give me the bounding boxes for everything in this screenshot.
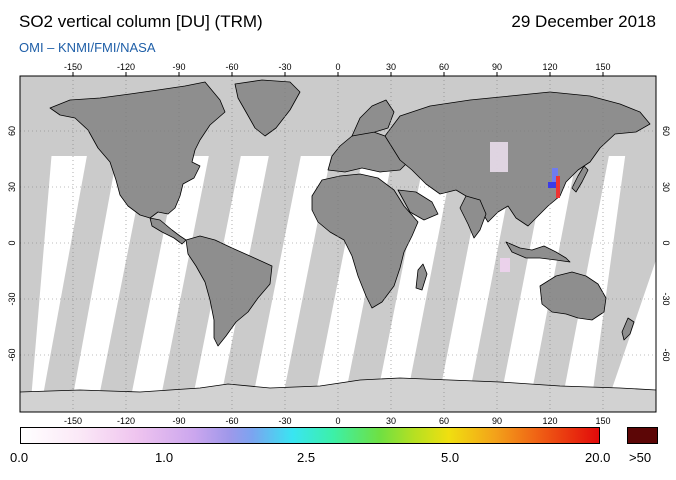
data-credit: OMI – KNMI/FMI/NASA — [19, 40, 156, 55]
japan — [571, 165, 589, 193]
colorbar-label: 1.0 — [155, 450, 174, 465]
lon-label-bottom: -60 — [225, 416, 238, 426]
lat-label-right: 0 — [661, 240, 671, 245]
colorbar-label: 0.0 — [10, 450, 29, 465]
lon-label-top: 90 — [492, 62, 502, 72]
north-america — [49, 81, 226, 219]
lat-label-right: -60 — [661, 348, 671, 361]
lat-label-left: 0 — [7, 240, 17, 245]
lon-label-bottom: -90 — [172, 416, 185, 426]
colorbar-label: >50 — [629, 450, 652, 465]
colorbar-label: 20.0 — [585, 450, 611, 465]
lon-label-bottom: 150 — [595, 416, 610, 426]
asia — [384, 91, 651, 227]
lat-label-right: 60 — [661, 126, 671, 136]
madagascar — [415, 263, 428, 291]
lon-label-top: -60 — [225, 62, 238, 72]
lon-label-top: 0 — [335, 62, 340, 72]
colorbar-max-swatch — [627, 427, 658, 444]
new-zealand — [621, 317, 635, 341]
lon-label-bottom: -120 — [117, 416, 135, 426]
lon-label-top: 150 — [595, 62, 610, 72]
greenland — [234, 79, 301, 137]
lon-label-top: -150 — [64, 62, 82, 72]
lon-label-bottom: 30 — [386, 416, 396, 426]
lon-label-top: 120 — [542, 62, 557, 72]
lon-label-bottom: 60 — [439, 416, 449, 426]
so2-signals — [490, 142, 560, 272]
scandinavia — [351, 99, 395, 137]
lat-label-left: -60 — [7, 348, 17, 361]
lon-label-bottom: 120 — [542, 416, 557, 426]
lon-label-bottom: 0 — [335, 416, 340, 426]
australia — [539, 271, 607, 321]
central-america — [149, 217, 187, 245]
lon-label-top: 30 — [386, 62, 396, 72]
lon-label-top: -90 — [172, 62, 185, 72]
map-date: 29 December 2018 — [511, 12, 656, 31]
indonesia — [505, 241, 571, 263]
colorbar-label: 5.0 — [441, 450, 460, 465]
lon-label-top: -30 — [278, 62, 291, 72]
antarctica — [20, 377, 656, 412]
map-title: SO2 vertical column [DU] (TRM) — [19, 12, 263, 31]
lon-label-bottom: 90 — [492, 416, 502, 426]
lon-label-top: 60 — [439, 62, 449, 72]
india — [459, 195, 487, 239]
lat-label-left: 30 — [7, 182, 17, 192]
lon-label-top: -120 — [117, 62, 135, 72]
lon-label-bottom: -150 — [64, 416, 82, 426]
graticule — [20, 76, 656, 412]
lon-label-bottom: -30 — [278, 416, 291, 426]
colorbar-gradient — [20, 427, 600, 444]
lat-label-left: 60 — [7, 126, 17, 136]
lat-label-right: 30 — [661, 182, 671, 192]
africa — [311, 173, 419, 309]
colorbar-label: 2.5 — [297, 450, 316, 465]
lat-label-left: -30 — [7, 292, 17, 305]
arabian-peninsula — [397, 189, 439, 221]
land-masses — [20, 79, 656, 412]
lat-label-right: -30 — [661, 292, 671, 305]
